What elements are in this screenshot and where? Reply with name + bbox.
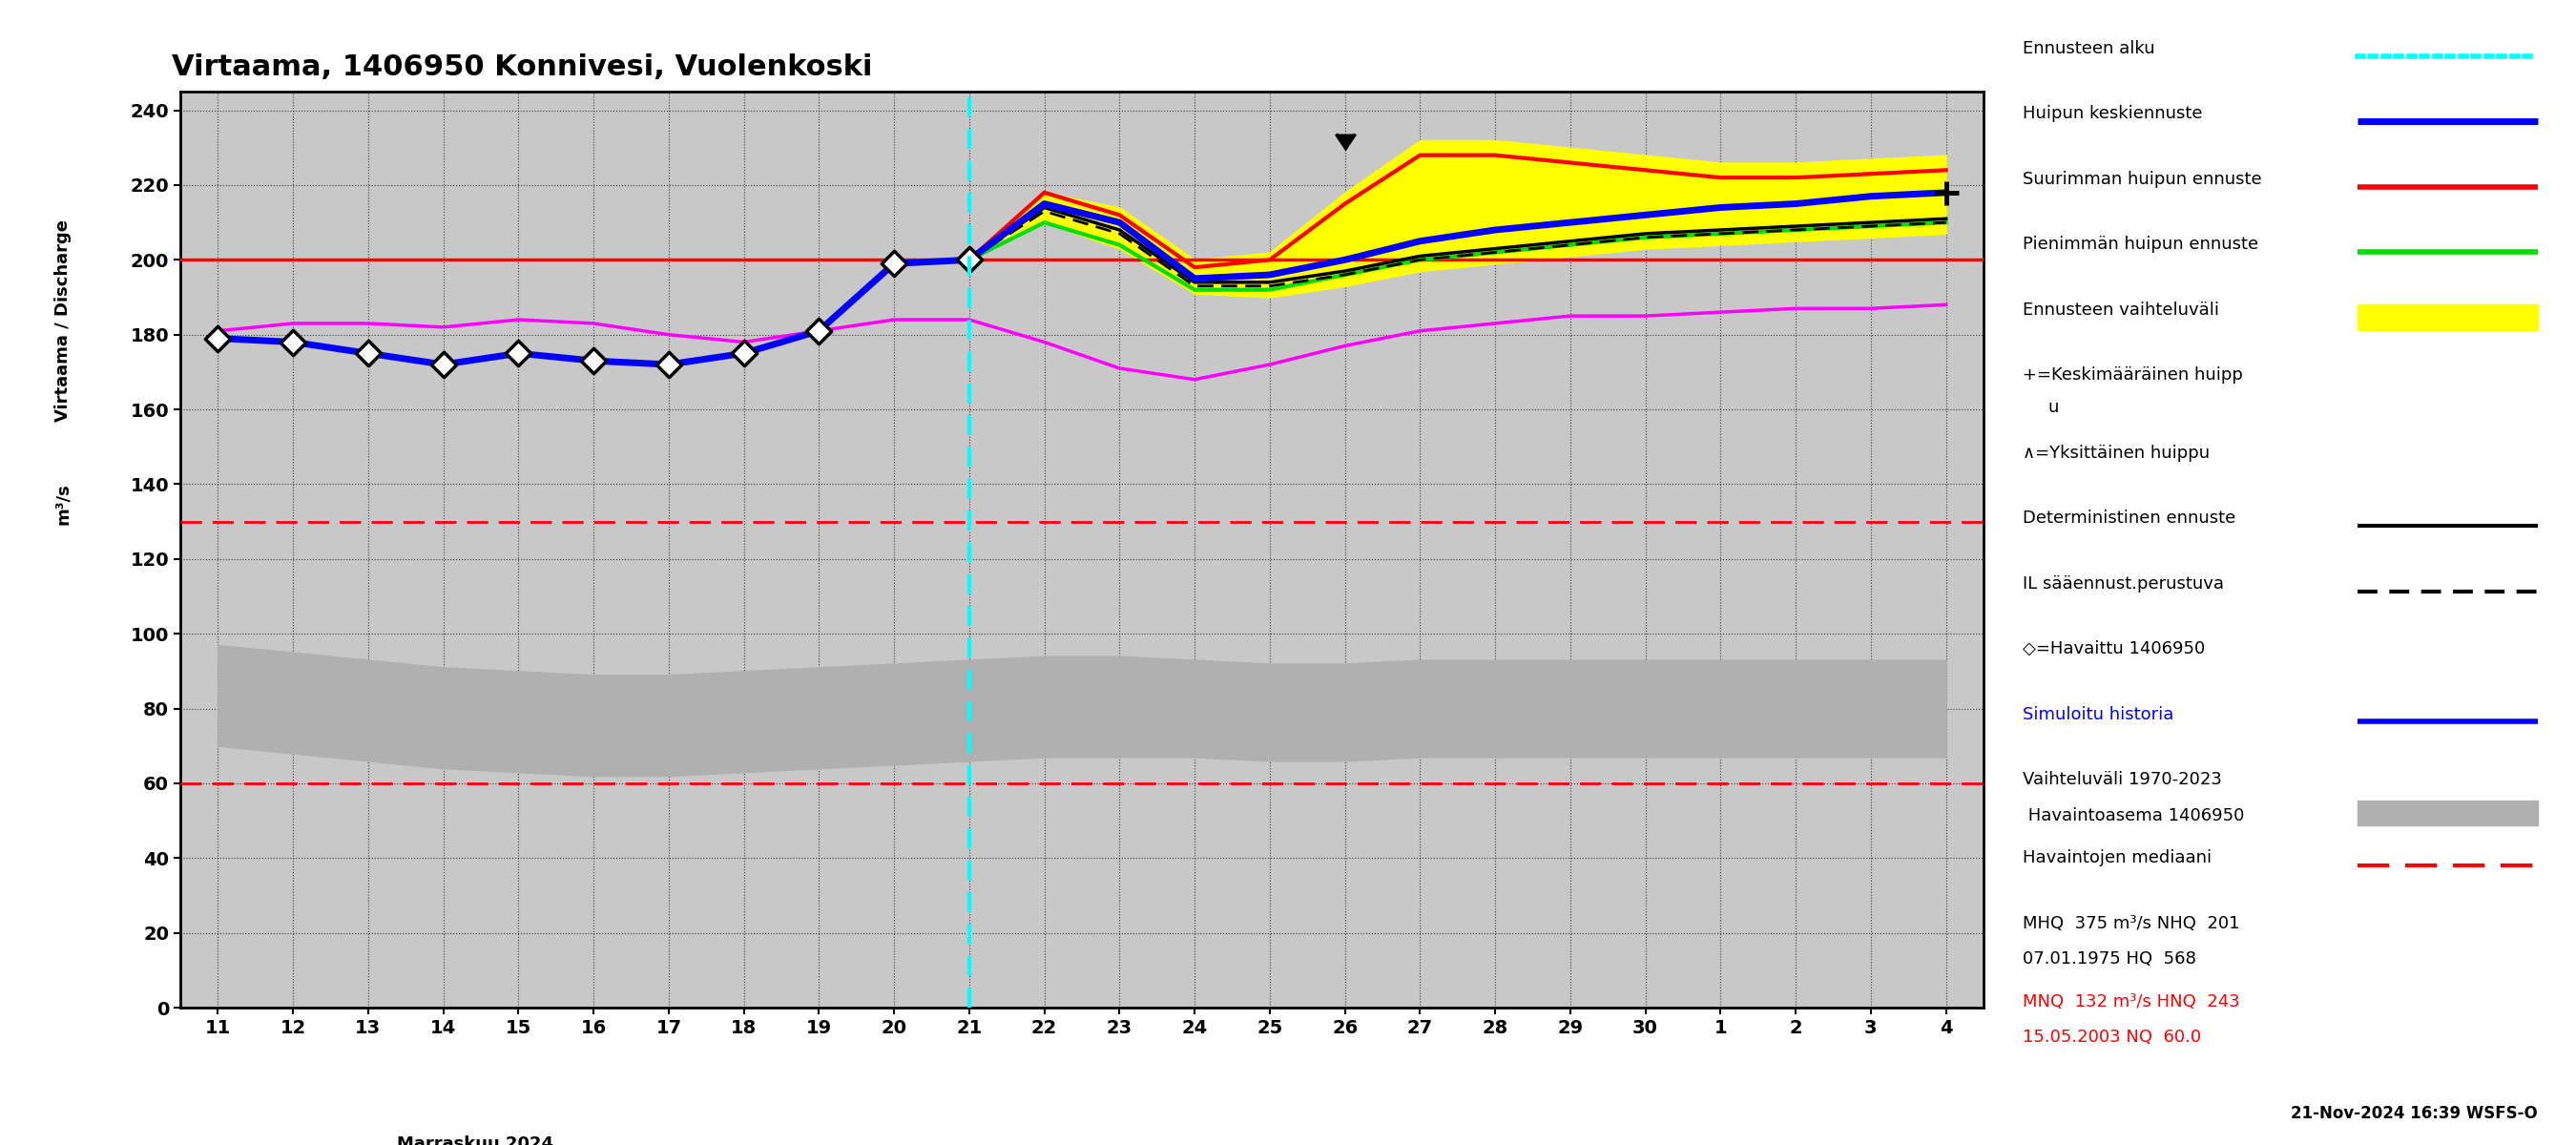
- Text: +=Keskimääräinen huipp: +=Keskimääräinen huipp: [2022, 366, 2244, 384]
- Text: Virtaama, 1406950 Konnivesi, Vuolenkoski: Virtaama, 1406950 Konnivesi, Vuolenkoski: [173, 54, 873, 81]
- Text: Virtaama / Discharge: Virtaama / Discharge: [54, 220, 72, 421]
- Text: ◇=Havaittu 1406950: ◇=Havaittu 1406950: [2022, 640, 2205, 657]
- Text: Pienimmän huipun ennuste: Pienimmän huipun ennuste: [2022, 236, 2259, 253]
- Point: [273, 333, 314, 352]
- Text: Huipun keskiennuste: Huipun keskiennuste: [2022, 105, 2202, 123]
- Point: [724, 345, 765, 363]
- Text: ∧=Yksittäinen huippu: ∧=Yksittäinen huippu: [2022, 444, 2210, 461]
- Text: Vaihteluväli 1970-2023: Vaihteluväli 1970-2023: [2022, 771, 2221, 788]
- Point: [649, 355, 690, 373]
- Point: [348, 345, 389, 363]
- Point: [497, 345, 538, 363]
- Point: [572, 352, 613, 370]
- Point: [873, 254, 914, 273]
- Text: Suurimman huipun ennuste: Suurimman huipun ennuste: [2022, 171, 2262, 188]
- Text: Havaintoasema 1406950: Havaintoasema 1406950: [2022, 807, 2244, 824]
- Text: Deterministinen ennuste: Deterministinen ennuste: [2022, 510, 2236, 527]
- Point: [198, 330, 240, 348]
- Point: [799, 322, 840, 340]
- Text: MNQ  132 m³/s HNQ  243: MNQ 132 m³/s HNQ 243: [2022, 993, 2239, 1010]
- Text: 15.05.2003 NQ  60.0: 15.05.2003 NQ 60.0: [2022, 1029, 2200, 1047]
- Text: u: u: [2048, 400, 2058, 417]
- Text: IL sääennust.perustuva: IL sääennust.perustuva: [2022, 575, 2223, 592]
- Text: 07.01.1975 HQ  568: 07.01.1975 HQ 568: [2022, 950, 2195, 968]
- Text: m³/s: m³/s: [54, 483, 72, 524]
- Text: Ennusteen vaihteluväli: Ennusteen vaihteluväli: [2022, 301, 2218, 318]
- Point: [422, 355, 464, 373]
- Text: Havaintojen mediaani: Havaintojen mediaani: [2022, 850, 2210, 867]
- Text: Marraskuu 2024
November: Marraskuu 2024 November: [397, 1136, 554, 1145]
- Text: 21-Nov-2024 16:39 WSFS-O: 21-Nov-2024 16:39 WSFS-O: [2290, 1105, 2537, 1122]
- Text: Simuloitu historia: Simuloitu historia: [2022, 705, 2174, 722]
- Text: MHQ  375 m³/s NHQ  201: MHQ 375 m³/s NHQ 201: [2022, 915, 2239, 932]
- Point: [948, 251, 989, 269]
- Text: Ennusteen alku: Ennusteen alku: [2022, 40, 2154, 57]
